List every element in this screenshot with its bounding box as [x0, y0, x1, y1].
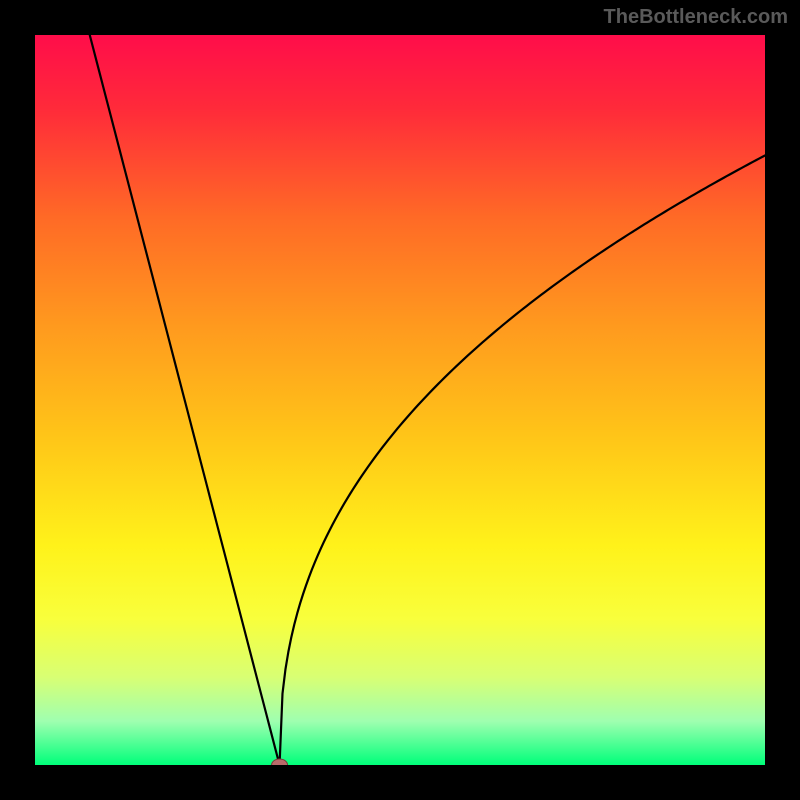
plot-svg	[35, 35, 765, 765]
plot-background	[35, 35, 765, 765]
plot-area	[35, 35, 765, 765]
chart-container: TheBottleneck.com	[0, 0, 800, 800]
attribution-text: TheBottleneck.com	[604, 6, 788, 29]
